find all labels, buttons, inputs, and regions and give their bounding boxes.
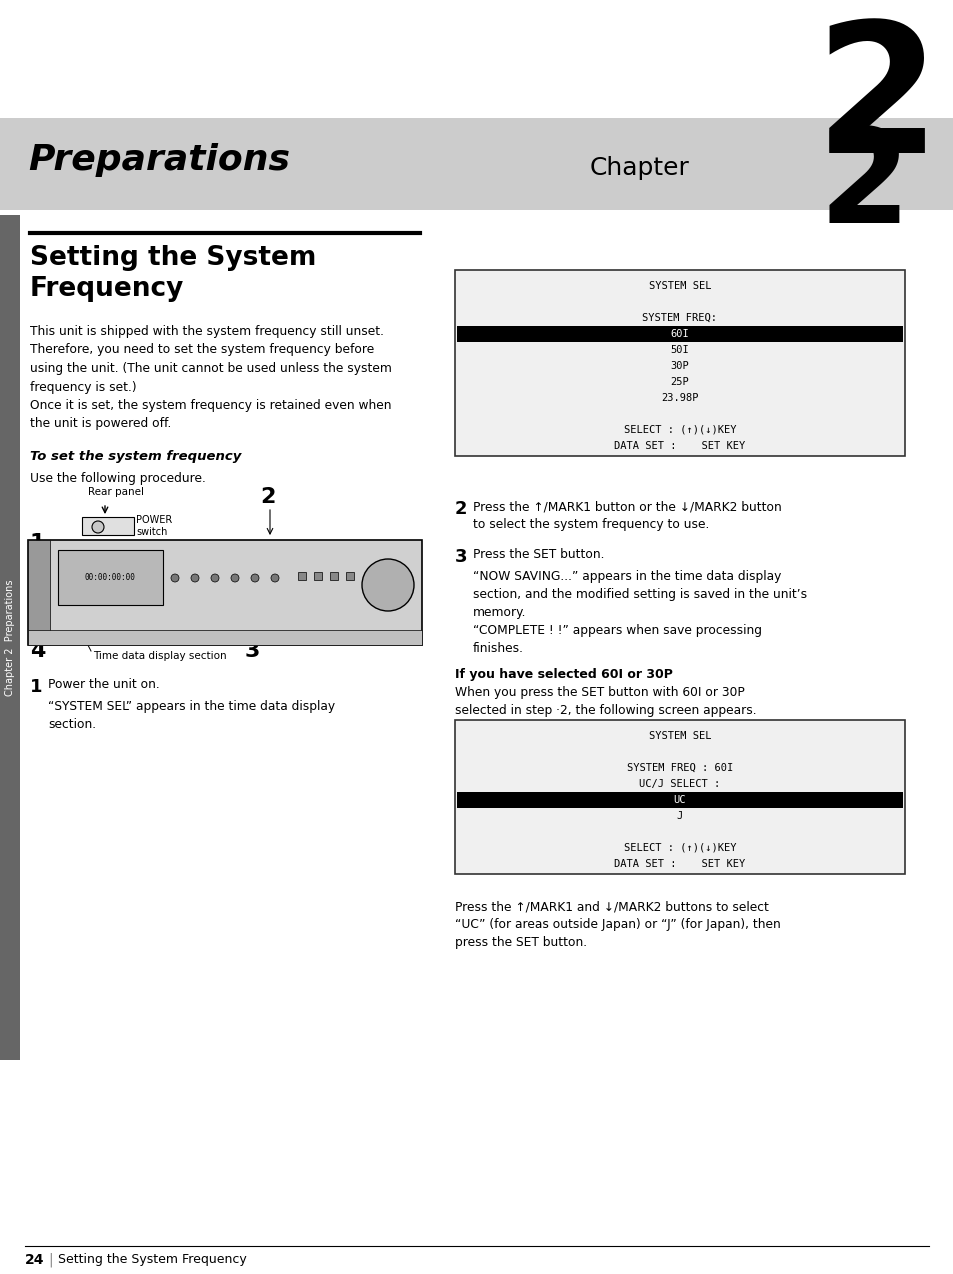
Text: SYSTEM FREQ : 60I: SYSTEM FREQ : 60I: [626, 763, 732, 773]
Text: |: |: [48, 1252, 52, 1268]
Text: 2: 2: [260, 487, 275, 507]
Text: DATA SET :    SET KEY: DATA SET : SET KEY: [614, 859, 745, 869]
Text: 1: 1: [30, 533, 46, 553]
Text: Press the ↑/MARK1 and ↓/MARK2 buttons to select
“UC” (for areas outside Japan) o: Press the ↑/MARK1 and ↓/MARK2 buttons to…: [455, 899, 780, 949]
Circle shape: [171, 575, 179, 582]
Text: 30P: 30P: [670, 361, 689, 371]
Bar: [346, 572, 354, 580]
Text: SELECT : (↑)(↓)KEY: SELECT : (↑)(↓)KEY: [623, 843, 736, 854]
Circle shape: [91, 521, 104, 533]
Text: 23.98P: 23.98P: [660, 392, 698, 403]
Text: Time data display section: Time data display section: [92, 651, 227, 661]
Text: DATA SET :    SET KEY: DATA SET : SET KEY: [614, 441, 745, 451]
Text: Power the unit on.: Power the unit on.: [48, 678, 159, 691]
Bar: [0, 118, 953, 210]
Text: “NOW SAVING...” appears in the time data display
section, and the modified setti: “NOW SAVING...” appears in the time data…: [473, 569, 806, 655]
Bar: [28, 631, 421, 645]
Bar: [82, 517, 133, 535]
Bar: [330, 572, 337, 580]
Circle shape: [251, 575, 258, 582]
Text: Setting the System
Frequency: Setting the System Frequency: [30, 245, 316, 302]
Text: Press the ↑/MARK1 button or the ↓/MARK2 button
to select the system frequency to: Press the ↑/MARK1 button or the ↓/MARK2 …: [473, 499, 781, 531]
Text: Preparations: Preparations: [28, 143, 290, 177]
Bar: [28, 540, 421, 645]
Text: 24: 24: [25, 1254, 45, 1268]
Text: SELECT : (↑)(↓)KEY: SELECT : (↑)(↓)KEY: [623, 426, 736, 434]
Circle shape: [231, 575, 239, 582]
Text: Use the following procedure.: Use the following procedure.: [30, 471, 206, 485]
Text: SYSTEM FREQ:: SYSTEM FREQ:: [641, 313, 717, 324]
Text: 4: 4: [30, 641, 46, 661]
Text: SYSTEM SEL: SYSTEM SEL: [648, 282, 711, 290]
Text: 00:00:00:00: 00:00:00:00: [85, 572, 135, 581]
Bar: [314, 572, 322, 580]
Text: POWER
switch: POWER switch: [136, 515, 172, 538]
Bar: [28, 540, 50, 645]
Text: 2: 2: [455, 499, 467, 519]
Bar: [58, 550, 163, 605]
Text: 50I: 50I: [670, 345, 689, 355]
Text: Setting the System Frequency: Setting the System Frequency: [58, 1254, 247, 1266]
Text: Press the SET button.: Press the SET button.: [473, 548, 604, 561]
Circle shape: [211, 575, 219, 582]
Text: This unit is shipped with the system frequency still unset.
Therefore, you need : This unit is shipped with the system fre…: [30, 325, 392, 431]
Bar: [455, 720, 904, 874]
Text: Chapter 2  Preparations: Chapter 2 Preparations: [5, 580, 15, 696]
Bar: [0, 215, 20, 1060]
Text: Chapter: Chapter: [589, 155, 689, 180]
Text: When you press the SET button with 60I or 30P
selected in step ·2, the following: When you press the SET button with 60I o…: [455, 685, 756, 717]
Text: 3: 3: [455, 548, 467, 566]
Text: 3: 3: [245, 641, 260, 661]
Text: “SYSTEM SEL” appears in the time data display
section.: “SYSTEM SEL” appears in the time data di…: [48, 699, 335, 731]
Text: To set the system frequency: To set the system frequency: [30, 450, 241, 462]
Text: 25P: 25P: [670, 377, 689, 387]
Text: UC/J SELECT :: UC/J SELECT :: [639, 778, 720, 789]
Circle shape: [361, 559, 414, 612]
Bar: [455, 270, 904, 456]
Text: 60I: 60I: [670, 329, 689, 339]
Text: 2: 2: [818, 124, 909, 250]
Circle shape: [271, 575, 278, 582]
Text: If you have selected 60I or 30P: If you have selected 60I or 30P: [455, 668, 672, 682]
Text: 1: 1: [30, 678, 43, 696]
Bar: [456, 792, 902, 808]
Text: J: J: [677, 812, 682, 820]
Text: UC: UC: [673, 795, 685, 805]
Text: SYSTEM SEL: SYSTEM SEL: [648, 731, 711, 741]
Bar: [297, 572, 306, 580]
Bar: [456, 326, 902, 341]
Text: 2: 2: [814, 15, 939, 191]
Text: Rear panel: Rear panel: [88, 487, 144, 497]
Circle shape: [191, 575, 199, 582]
